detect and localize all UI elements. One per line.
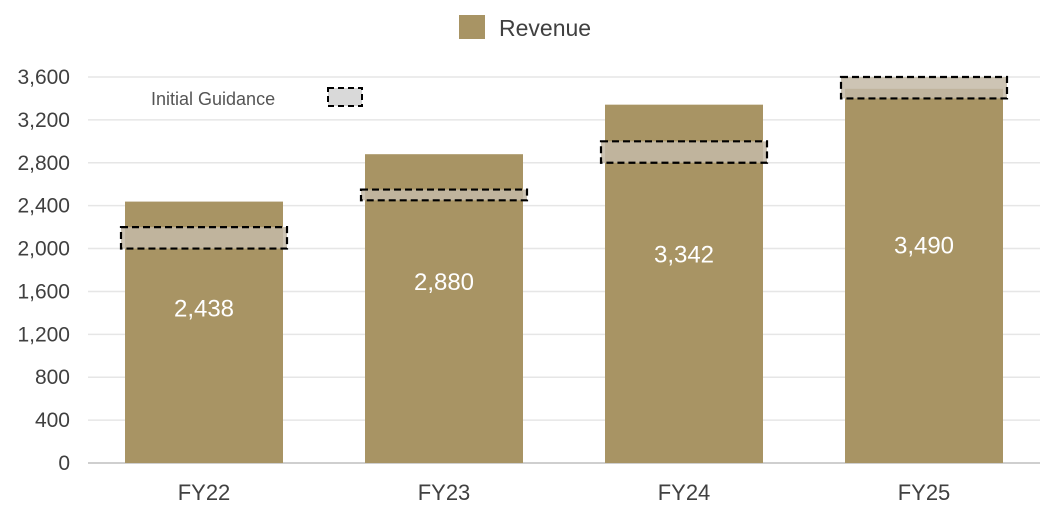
y-tick-label: 2,000 xyxy=(17,238,70,261)
legend: Revenue xyxy=(459,15,591,41)
data-label-fy23: 2,880 xyxy=(414,269,474,296)
data-label-fy22: 2,438 xyxy=(174,296,234,323)
legend-label-revenue: Revenue xyxy=(499,15,591,41)
y-tick-label: 3,200 xyxy=(17,109,70,132)
y-tick-label: 1,200 xyxy=(17,323,70,346)
y-tick-label: 2,800 xyxy=(17,152,70,175)
guidance-range-fy24 xyxy=(599,140,769,164)
guidance-range-fy25 xyxy=(839,75,1009,100)
y-tick-label: 800 xyxy=(35,366,70,389)
guidance-range-fy23 xyxy=(359,188,529,202)
bar-fy24 xyxy=(605,104,763,463)
bar-fy25 xyxy=(845,88,1003,464)
legend-swatch-revenue xyxy=(459,15,485,39)
bar-fy23 xyxy=(365,154,523,463)
guidance-legend-label: Initial Guidance xyxy=(151,89,275,109)
x-tick-label: FY25 xyxy=(898,480,951,505)
x-tick-label: FY23 xyxy=(418,480,471,505)
guidance-legend: Initial Guidance xyxy=(151,87,363,109)
guidance-range-fy22 xyxy=(119,226,289,250)
data-label-fy25: 3,490 xyxy=(894,232,954,259)
data-label-fy24: 3,342 xyxy=(654,241,714,268)
guidance-legend-swatch xyxy=(327,87,363,107)
y-tick-label: 1,600 xyxy=(17,280,70,303)
x-tick-label: FY22 xyxy=(178,480,231,505)
y-tick-label: 400 xyxy=(35,409,70,432)
y-tick-label: 3,600 xyxy=(17,66,70,89)
x-tick-label: FY24 xyxy=(658,480,711,505)
y-tick-label: 0 xyxy=(58,452,70,475)
y-tick-label: 2,400 xyxy=(17,195,70,218)
